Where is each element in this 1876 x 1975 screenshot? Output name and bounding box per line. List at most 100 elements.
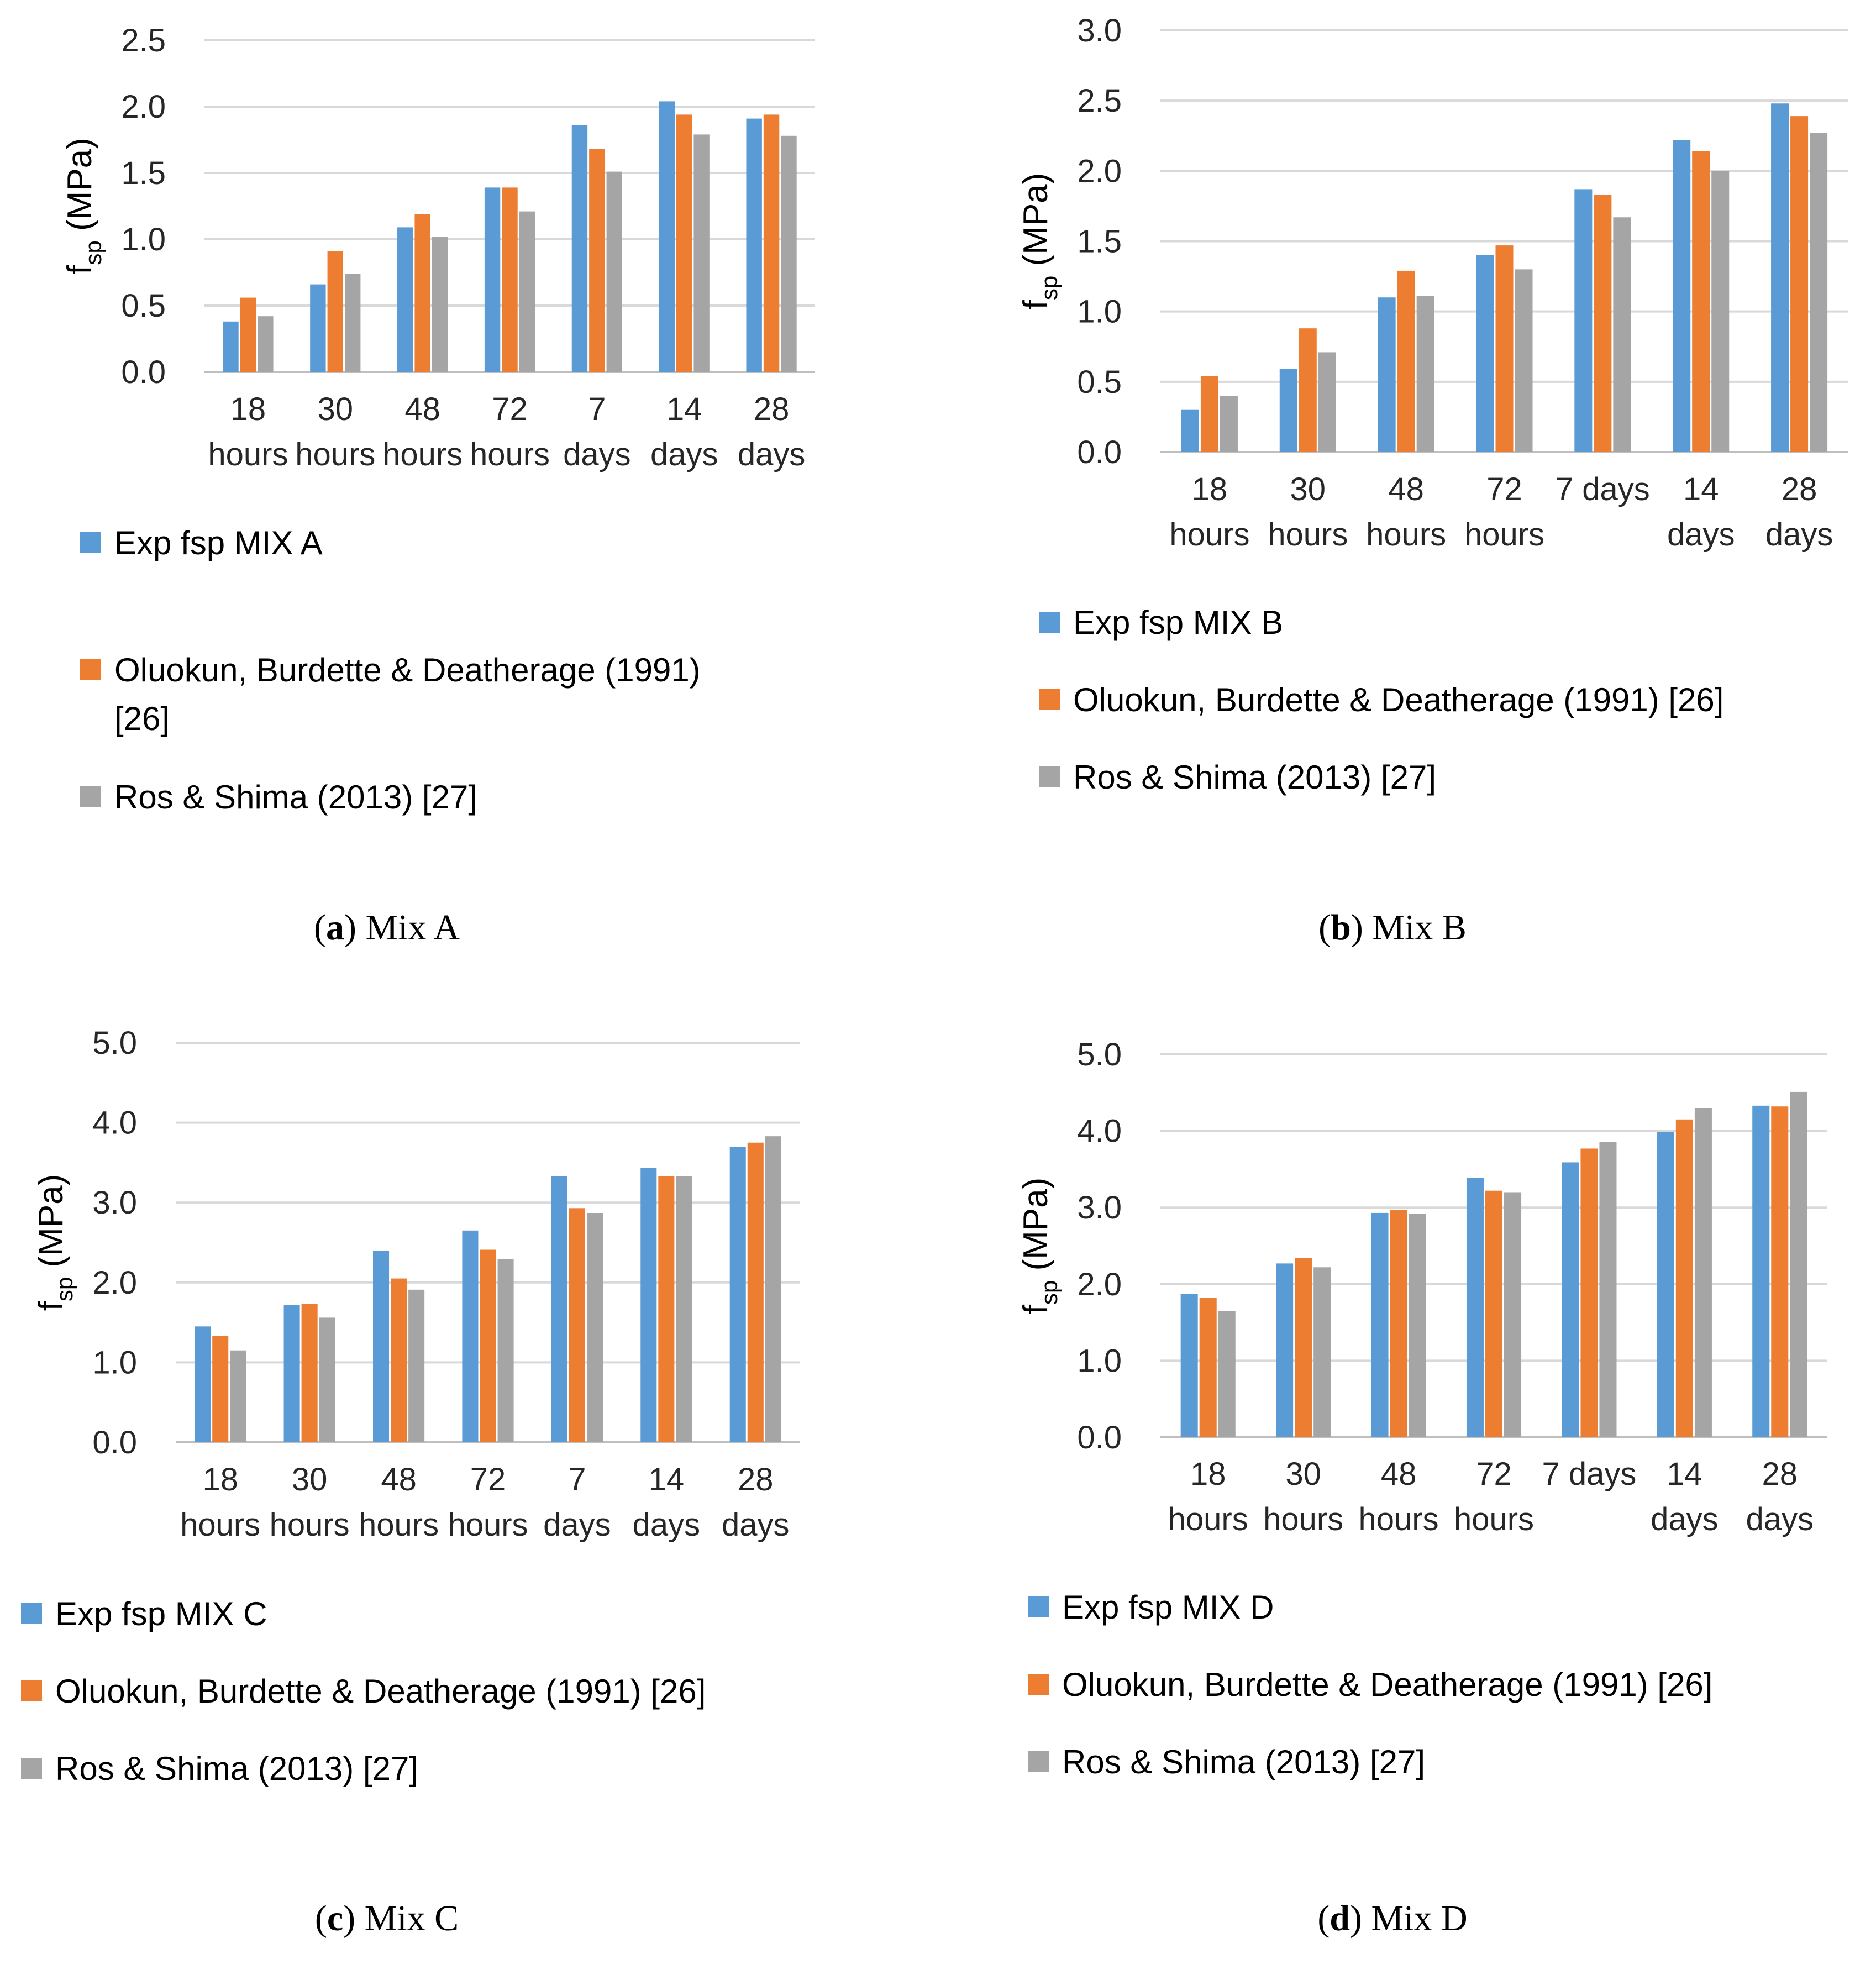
x-tick-label: 72	[1486, 471, 1522, 507]
bar-a-s1-c1	[223, 321, 239, 372]
chart-d: 0.0 1.0 2.0 3.0 4.0 5.0 fsp (MPa) 18 hours 30 hour…	[1017, 1037, 1827, 1939]
bar-b-s1-c6	[1673, 140, 1691, 452]
legend-label: Oluokun, Burdette & Deatherage (1991) [2…	[1062, 1666, 1712, 1703]
bar-a-s3-c7	[781, 135, 797, 372]
x-tick-label: 18	[1190, 1456, 1226, 1492]
bar-a-s2-c4	[502, 187, 518, 372]
bar-c-s1-c1	[195, 1326, 211, 1442]
bar-b-s1-c3	[1378, 297, 1396, 452]
y-tick-label: 3.0	[92, 1185, 137, 1221]
bar-b-s2-c3	[1397, 270, 1415, 452]
y-tick-label: 2.5	[121, 23, 166, 59]
bar-c-s3-c3	[408, 1289, 425, 1442]
bar-a-s3-c2	[344, 274, 361, 372]
x-tick-label: hours	[1168, 1501, 1248, 1537]
legend-swatch	[21, 1758, 42, 1779]
bar-b-s3-c2	[1318, 352, 1336, 452]
bar-c-s2-c4	[480, 1249, 496, 1442]
bar-a-s1-c2	[310, 284, 326, 372]
y-tick-label: 1.0	[1077, 294, 1122, 330]
bar-c-s3-c7	[765, 1136, 781, 1442]
bar-c-s2-c7	[747, 1142, 764, 1442]
bar-b-s1-c4	[1476, 255, 1494, 452]
bar-b-s2-c1	[1200, 376, 1218, 452]
bar-b-s1-c7	[1771, 103, 1789, 453]
y-tick-label: 2.0	[1077, 1267, 1122, 1302]
x-tick-label: 48	[404, 391, 440, 427]
x-tick-label: 28	[1762, 1456, 1798, 1492]
bar-b-s2-c5	[1594, 195, 1612, 452]
bar-d-s2-c4	[1485, 1190, 1503, 1437]
bar-d-s2-c2	[1295, 1258, 1312, 1437]
y-tick-label: 0.0	[121, 354, 166, 390]
bar-d-s1-c7	[1752, 1105, 1770, 1437]
chart-caption: (c) Mix C	[315, 1898, 459, 1939]
legend-swatch	[80, 532, 101, 553]
chart-c: 0.0 1.0 2.0 3.0 4.0 5.0 fsp (MPa) 18 hours 30 hour…	[21, 1025, 800, 1939]
bar-b-s3-c3	[1416, 296, 1434, 452]
legend-swatch	[1039, 612, 1060, 633]
y-tick-label: 5.0	[1077, 1037, 1122, 1073]
y-axis-label: fsp (MPa)	[61, 138, 106, 275]
x-tick-label: hours	[470, 437, 550, 472]
y-tick-label: 0.0	[92, 1425, 137, 1461]
bar-a-s2-c6	[676, 114, 692, 372]
bar-d-s2-c6	[1675, 1119, 1693, 1437]
x-tick-label: days	[1746, 1501, 1814, 1537]
bar-b-s3-c1	[1220, 396, 1238, 452]
bar-c-s2-c1	[212, 1336, 229, 1442]
y-tick-label: 0.5	[1077, 364, 1122, 400]
bar-d-s3-c6	[1694, 1108, 1712, 1437]
x-tick-label: days	[1765, 517, 1833, 553]
x-tick-label: days	[1667, 517, 1735, 553]
bar-c-s2-c3	[391, 1278, 407, 1442]
x-tick-label: 14	[1667, 1456, 1702, 1492]
bar-a-s2-c1	[240, 297, 256, 372]
legend-label: Exp fsp MIX A	[114, 524, 323, 561]
x-tick-label: hours	[448, 1507, 528, 1543]
bar-c-s1-c4	[462, 1230, 479, 1442]
x-tick-label: 14	[1683, 471, 1719, 507]
x-tick-label: hours	[1263, 1501, 1343, 1537]
x-tick-label: 28	[1782, 471, 1817, 507]
x-tick-label: 28	[738, 1462, 774, 1498]
bar-a-s3-c4	[519, 211, 535, 372]
bar-a-s3-c5	[606, 171, 622, 372]
x-tick-label: 7 days	[1556, 471, 1650, 507]
x-tick-label: 72	[1476, 1456, 1512, 1492]
legend-swatch	[1028, 1751, 1049, 1772]
bar-b-s3-c6	[1711, 171, 1730, 452]
x-tick-label: days	[722, 1507, 790, 1543]
bar-b-s3-c7	[1810, 133, 1828, 452]
y-tick-label: 2.5	[1077, 83, 1122, 119]
x-tick-label: 72	[470, 1462, 506, 1498]
x-tick-label: 48	[1381, 1456, 1417, 1492]
x-tick-label: 30	[292, 1462, 328, 1498]
bar-a-s2-c2	[327, 251, 343, 372]
x-tick-label: hours	[359, 1507, 439, 1543]
bar-d-s3-c3	[1409, 1214, 1426, 1437]
legend-label: Exp fsp MIX C	[55, 1595, 267, 1632]
y-tick-label: 0.0	[1077, 1420, 1122, 1456]
y-tick-label: 3.0	[1077, 1190, 1122, 1226]
x-tick-label: 18	[230, 391, 266, 427]
legend-swatch	[21, 1603, 42, 1624]
bar-a-s2-c5	[589, 149, 605, 372]
chart-caption: (a) Mix A	[314, 907, 460, 948]
x-tick-label: hours	[208, 437, 288, 472]
bar-d-s2-c1	[1199, 1298, 1217, 1437]
y-tick-label: 1.5	[121, 155, 166, 191]
bar-d-s2-c3	[1390, 1210, 1407, 1437]
bar-d-s3-c7	[1790, 1091, 1807, 1437]
bar-c-s1-c5	[551, 1176, 567, 1442]
bar-a-s3-c3	[432, 237, 448, 372]
legend-swatch	[80, 659, 101, 680]
bar-c-s3-c6	[676, 1176, 692, 1442]
bar-d-s1-c1	[1180, 1294, 1198, 1437]
y-axis-label: fsp (MPa)	[1017, 173, 1062, 310]
legend-label: Ros & Shima (2013) [27]	[114, 779, 477, 816]
bar-a-s2-c7	[763, 114, 780, 372]
bar-d-s1-c3	[1371, 1212, 1389, 1437]
x-tick-label: 28	[754, 391, 790, 427]
